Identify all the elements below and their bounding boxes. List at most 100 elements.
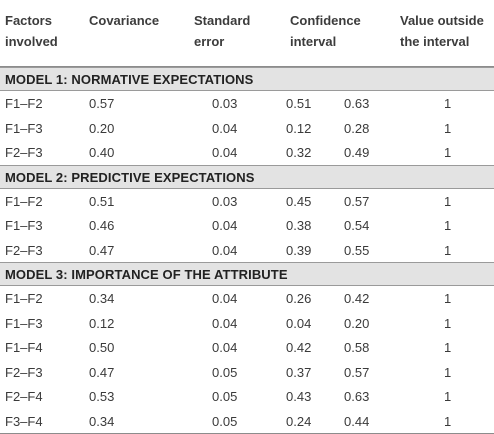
cell-factors: F1–F4 [5,340,43,355]
cell-factors: F1–F2 [5,291,43,306]
cell-out: 1 [444,291,452,306]
cell-hi: 0.20 [344,315,370,331]
table-row: F2–F4 0.53 0.05 0.43 0.63 1 [0,384,494,409]
model-1-section-header: MODEL 1: NORMATIVE EXPECTATIONS [0,67,494,91]
cell-lo: 0.04 [286,315,312,331]
header-covariance-label: Covariance [89,13,160,28]
cell-out: 1 [444,389,452,404]
cell-cov: 0.51 [89,193,115,209]
cell-hi: 0.63 [344,96,370,111]
cell-out: 1 [444,242,452,258]
cell-factors: F1–F3 [5,120,43,136]
table-row: F1–F3 0.20 0.04 0.12 0.28 1 [0,116,494,141]
model-3-title: MODEL 3: IMPORTANCE OF THE ATTRIBUTE [5,267,288,282]
header-confidence-line1: Confidence [290,13,361,28]
header-value-outside-line2: the interval [400,34,470,49]
header-value-outside: Value outside the interval [400,10,484,52]
cell-factors: F1–F3 [5,315,43,331]
cell-cov: 0.53 [89,389,115,404]
cell-hi: 0.57 [344,193,370,209]
cell-hi: 0.28 [344,120,370,136]
cell-lo: 0.38 [286,218,312,233]
cell-lo: 0.32 [286,145,312,160]
table-row: F1–F2 0.51 0.03 0.45 0.57 1 [0,189,494,214]
cell-hi: 0.63 [344,389,370,404]
cell-cov: 0.12 [89,315,115,331]
cell-cov: 0.50 [89,340,115,355]
cell-out: 1 [444,315,452,331]
header-factors: Factors involved [5,10,58,52]
cell-cov: 0.47 [89,242,115,258]
cell-out: 1 [444,218,452,233]
header-factors-line1: Factors [5,13,52,28]
cell-cov: 0.34 [89,291,115,306]
cell-factors: F2–F4 [5,389,43,404]
cell-se: 0.03 [212,193,238,209]
cell-out: 1 [444,364,452,380]
table-row: F1–F4 0.50 0.04 0.42 0.58 1 [0,335,494,360]
cell-factors: F3–F4 [5,413,43,429]
header-factors-line2: involved [5,34,58,49]
header-confidence-line2: interval [290,34,337,49]
cell-hi: 0.57 [344,364,370,380]
cell-hi: 0.42 [344,291,370,306]
cell-se: 0.04 [212,315,238,331]
header-std-error-line1: Standard [194,13,251,28]
cell-out: 1 [444,193,452,209]
cell-se: 0.05 [212,413,238,429]
cell-lo: 0.42 [286,340,312,355]
header-value-outside-line1: Value outside [400,13,484,28]
cell-cov: 0.57 [89,96,115,111]
cell-factors: F1–F3 [5,218,43,233]
cell-factors: F1–F2 [5,193,43,209]
cell-se: 0.04 [212,291,238,306]
table-row: F2–F3 0.40 0.04 0.32 0.49 1 [0,140,494,165]
model-1-title: MODEL 1: NORMATIVE EXPECTATIONS [5,72,254,87]
table-row: F1–F2 0.34 0.04 0.26 0.42 1 [0,286,494,311]
model-2-title: MODEL 2: PREDICTIVE EXPECTATIONS [5,169,255,185]
cell-hi: 0.49 [344,145,370,160]
cell-cov: 0.46 [89,218,115,233]
cell-factors: F2–F3 [5,364,43,380]
header-covariance: Covariance [89,10,159,31]
cell-cov: 0.40 [89,145,115,160]
table-header: Factors involved Covariance Standard err… [0,0,494,67]
cell-lo: 0.26 [286,291,312,306]
cell-hi: 0.58 [344,340,370,355]
cell-out: 1 [444,120,452,136]
cell-lo: 0.24 [286,413,312,429]
cell-out: 1 [444,340,452,355]
cell-factors: F2–F3 [5,145,43,160]
cell-lo: 0.12 [286,120,312,136]
cell-out: 1 [444,413,452,429]
cell-factors: F2–F3 [5,242,43,258]
cell-hi: 0.54 [344,218,370,233]
table-row: F2–F3 0.47 0.04 0.39 0.55 1 [0,238,494,263]
cell-cov: 0.47 [89,364,115,380]
cell-se: 0.05 [212,364,238,380]
cell-cov: 0.20 [89,120,115,136]
table-row: F2–F3 0.47 0.05 0.37 0.57 1 [0,360,494,385]
cell-se: 0.05 [212,389,238,404]
cell-hi: 0.55 [344,242,370,258]
model-3-section-header: MODEL 3: IMPORTANCE OF THE ATTRIBUTE [0,262,494,286]
cell-lo: 0.39 [286,242,312,258]
cell-out: 1 [444,96,452,111]
table-row: F1–F3 0.46 0.04 0.38 0.54 1 [0,213,494,238]
table-row: F3–F4 0.34 0.05 0.24 0.44 1 [0,409,494,434]
header-std-error-line2: error [194,34,225,49]
cell-se: 0.04 [212,242,238,258]
cell-se: 0.04 [212,218,238,233]
table-body: MODEL 1: NORMATIVE EXPECTATIONS F1–F2 0.57… [0,67,494,433]
table-row: F1–F2 0.57 0.03 0.51 0.63 1 [0,91,494,116]
cell-se: 0.04 [212,340,238,355]
cell-lo: 0.45 [286,193,312,209]
table-row: F1–F3 0.12 0.04 0.04 0.20 1 [0,311,494,336]
header-confidence: Confidence interval [290,10,361,52]
header-std-error: Standard error [194,10,250,52]
cell-lo: 0.43 [286,389,312,404]
cell-se: 0.04 [212,120,238,136]
cell-se: 0.03 [212,96,238,111]
cell-factors: F1–F2 [5,96,43,111]
